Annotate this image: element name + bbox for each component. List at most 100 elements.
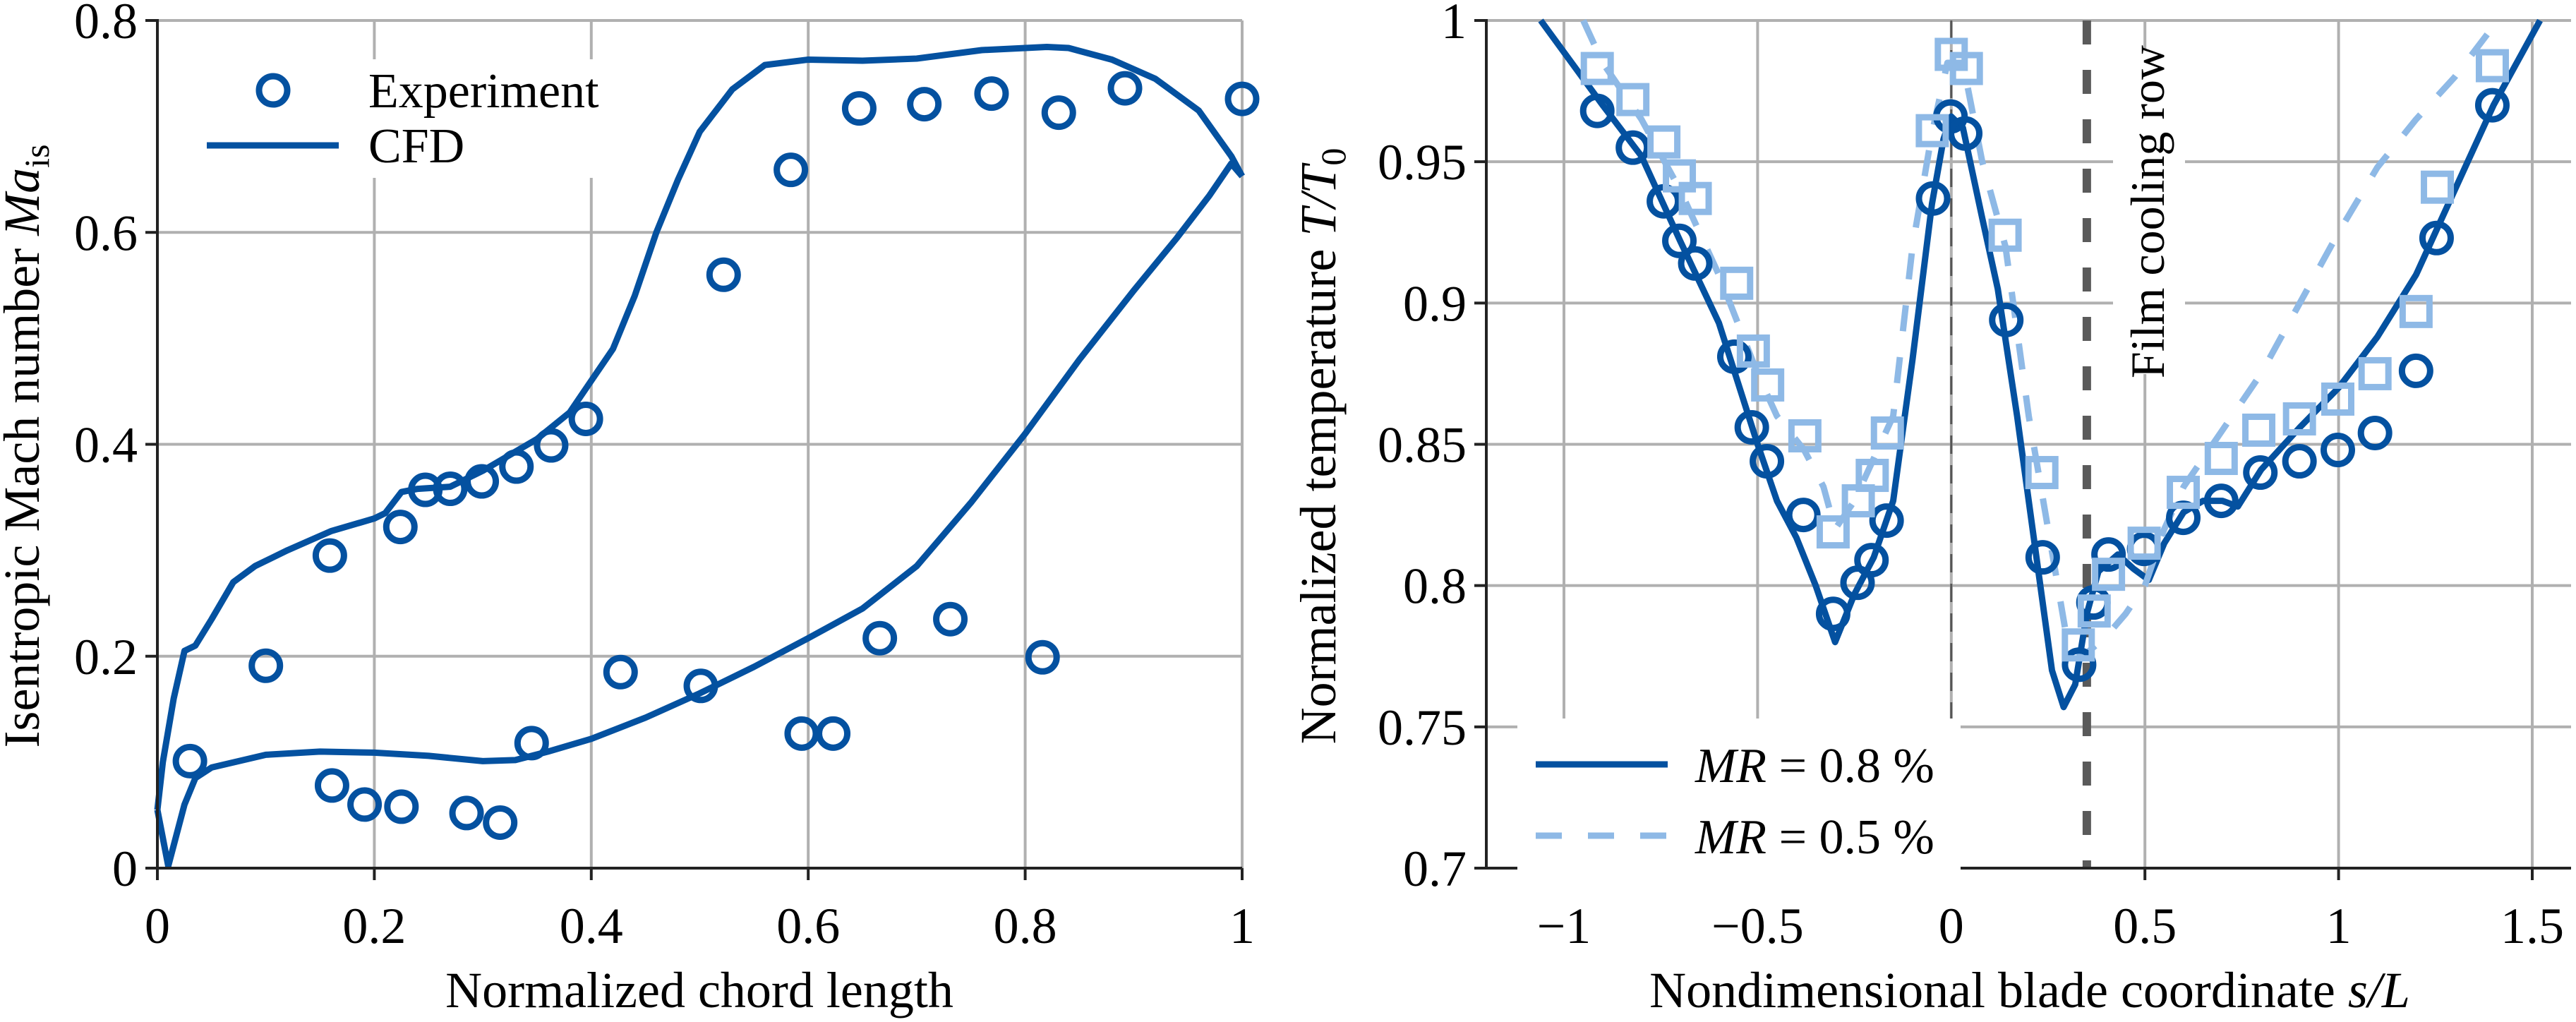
legend-symbol: MR [1695,739,1767,793]
x-axis-label: Nondimensional blade coordinate s/L [1649,962,2410,1018]
data-point-circle [1678,246,1713,281]
data-point-square [2092,558,2126,591]
experiment-markers [1579,37,2510,683]
annotations [1950,20,2091,868]
film-cooling-label: Film cooling row [2121,45,2174,378]
data-point-circle [1025,639,1060,675]
data-point-square [1816,515,1850,549]
data-point-circle [2025,540,2060,575]
x-tick-label: 1 [1229,898,1255,954]
data-point-circle [384,789,419,824]
data-point-square [2167,476,2201,510]
y-tick-label: 0.4 [74,417,138,474]
data-point-square [2421,170,2455,204]
data-point-square [1720,266,1754,300]
data-point-square [2358,356,2392,390]
axes [145,19,1244,880]
data-point-circle [1869,503,1904,539]
y-tick-label: 0.75 [1378,699,1467,756]
data-point-circle [433,471,468,507]
x-axis-label-symbol: s/L [2348,962,2410,1018]
data-point-square [1678,181,1712,215]
data-point-circle [1734,409,1769,445]
data-point-circle [383,510,418,545]
data-point-circle [2091,537,2126,572]
data-point-circle [534,428,569,463]
x-tick-label: 0.8 [994,898,1057,954]
data-point-circle [841,91,877,126]
y-tick-label: 0.85 [1378,417,1467,474]
legend-value: = 0.5 % [1767,810,1934,865]
data-point-circle [683,668,718,704]
data-point-circle [2321,433,2356,468]
x-tick-label: 0 [145,898,170,954]
legend-symbol: MR [1695,810,1767,865]
data-point-square [1988,218,2022,252]
tick-labels: −1 −0.5 0 0.5 1 1.5 0.7 0.75 0.8 0.85 0.9 0.95 1 [1378,0,2564,954]
data-point-circle [1948,116,1983,151]
data-point-circle [974,76,1009,112]
series-line-1 [154,44,1245,810]
series-line-2 [154,160,1245,870]
x-tick-label: 0.6 [776,898,840,954]
data-point-circle [774,152,809,188]
data-point-circle [347,787,383,822]
y-axis-label-text: Normalized temperature [1290,236,1347,745]
data-point-circle [1815,596,1850,632]
data-point-circle [1579,93,1615,128]
data-point-circle [1854,543,1889,578]
y-tick-label: 0.9 [1403,275,1467,332]
y-axis-label-symbol: T/T [1290,162,1347,236]
data-point-circle [172,743,207,778]
data-point-square [1855,459,1889,493]
data-point-square [2127,527,2161,560]
legend-value: = 0.8 % [1767,739,1934,793]
y-axis-label-subscript: 0 [1313,148,1353,166]
data-point-circle [1224,81,1260,116]
data-point-circle [1716,339,1752,374]
tick-labels: 0 0.2 0.4 0.6 0.8 1 0 0.2 0.4 0.6 0.8 [74,0,1255,954]
x-axis-label: Normalized chord length [445,962,953,1018]
data-point-circle [2243,455,2278,491]
data-point-circle [1786,498,1821,533]
data-point-circle [248,648,284,683]
data-point-circle [312,538,347,573]
data-point-circle [2203,483,2239,519]
x-tick-label: 0.2 [342,898,406,954]
x-tick-label: 1.5 [2500,898,2564,954]
data-point-circle [568,401,603,436]
data-point-square [1915,114,1949,148]
x-tick-label: −1 [1537,898,1591,954]
data-point-circle [2062,647,2097,683]
data-point-square [2204,442,2238,476]
data-point-square [2062,628,2095,662]
data-point-circle [449,795,484,831]
data-point-square [2025,456,2059,490]
y-tick-label: 0.8 [1403,558,1467,615]
legend-label-mr-0-8: MR = 0.8 % [1695,739,1934,793]
data-point-circle [2398,353,2433,388]
x-tick-label: 1 [2326,898,2352,954]
data-point-circle [1915,181,1951,216]
data-point-circle [1041,95,1076,131]
data-point-circle [408,472,443,507]
experiment-markers [172,71,1260,840]
data-point-square [2242,413,2276,447]
cfd-curves [154,44,1245,870]
data-point-circle [483,805,518,840]
temperature-chart: −1 −0.5 0 0.5 1 1.5 0.7 0.75 0.8 0.85 0.9 0.95 1 Fil… [1290,0,2571,1018]
data-point-circle [1615,130,1651,165]
data-point-square [2475,49,2509,83]
data-point-circle [2419,220,2454,256]
data-point-circle [603,654,638,690]
y-tick-label: 0 [112,841,138,897]
data-point-circle [907,87,942,122]
y-tick-label: 1 [1441,0,1467,49]
data-point-circle [784,716,819,751]
data-point-circle [499,449,534,484]
data-point-circle [1989,302,2024,337]
data-point-circle [2357,415,2393,450]
data-point-circle [816,716,851,751]
data-point-square [1751,368,1785,402]
